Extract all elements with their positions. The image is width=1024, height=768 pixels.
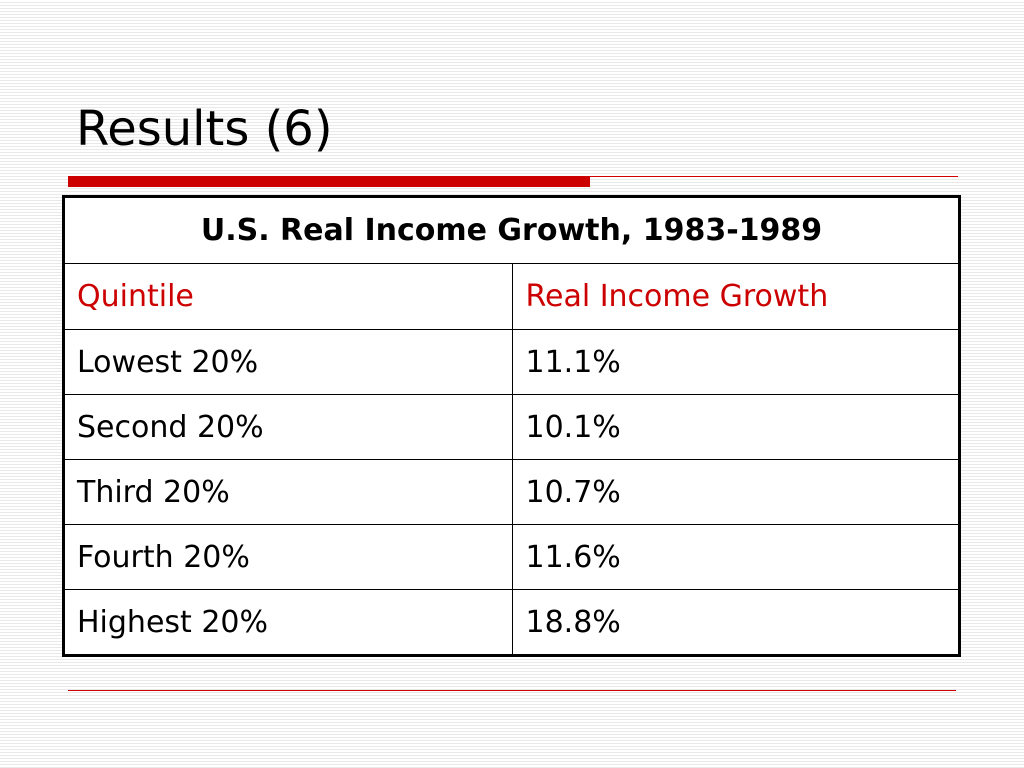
growth-cell: 11.6% (512, 524, 960, 590)
quintile-cell: Lowest 20% (62, 329, 514, 395)
table-row: Second 20% 10.1% (62, 394, 960, 460)
quintile-cell: Highest 20% (62, 589, 514, 656)
column-header-quintile: Quintile (62, 263, 514, 330)
column-header-growth: Real Income Growth (512, 263, 960, 330)
table-row: Fourth 20% 11.6% (62, 524, 960, 590)
table-header-row: Quintile Real Income Growth (62, 263, 960, 330)
table-row: Third 20% 10.7% (62, 459, 960, 525)
quintile-cell: Fourth 20% (62, 524, 514, 590)
table-row: Highest 20% 18.8% (62, 589, 960, 656)
income-growth-table: U.S. Real Income Growth, 1983-1989 Quint… (62, 195, 961, 657)
growth-cell: 11.1% (512, 329, 960, 395)
title-accent-bar (68, 176, 590, 187)
growth-cell: 10.7% (512, 459, 960, 525)
slide-title: Results (6) (76, 101, 333, 157)
table-caption-row: U.S. Real Income Growth, 1983-1989 (63, 196, 960, 264)
table-row: Lowest 20% 11.1% (62, 329, 960, 395)
column-header-label: Real Income Growth (525, 279, 829, 314)
column-header-label: Quintile (77, 279, 194, 314)
growth-cell: 18.8% (512, 589, 960, 656)
table-caption: U.S. Real Income Growth, 1983-1989 (63, 196, 960, 264)
growth-cell: 10.1% (512, 394, 960, 460)
quintile-cell: Third 20% (62, 459, 514, 525)
footer-rule (68, 690, 956, 691)
quintile-cell: Second 20% (62, 394, 514, 460)
